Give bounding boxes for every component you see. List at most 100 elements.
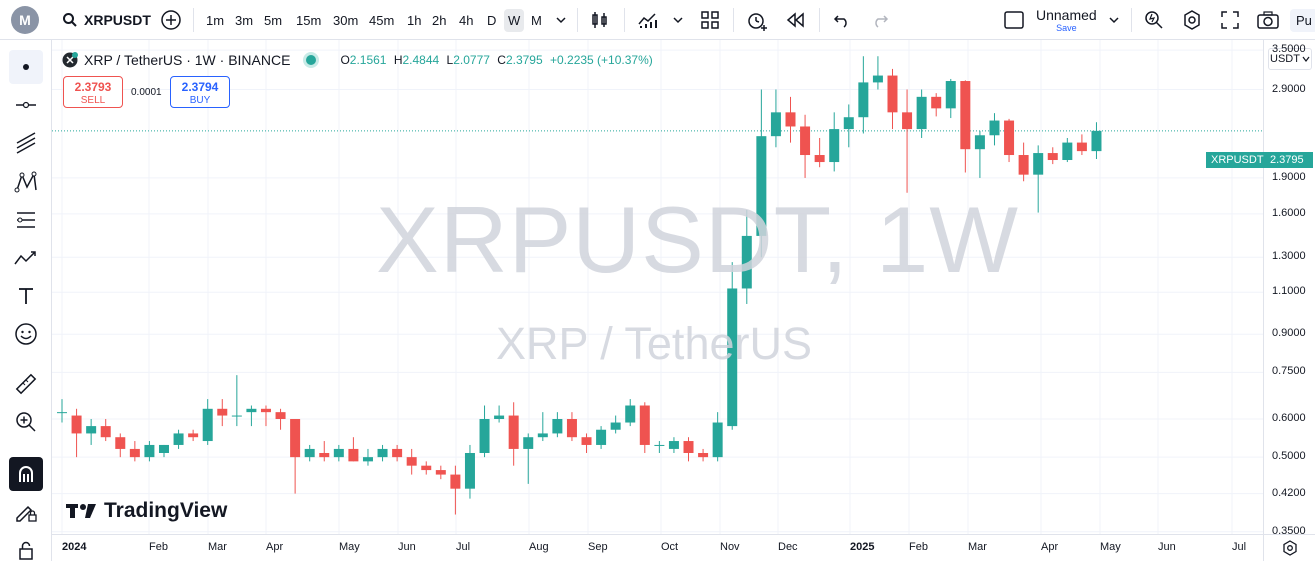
chevron-down-icon	[1109, 17, 1119, 24]
candle	[1018, 142, 1029, 182]
interval-4h[interactable]: 4h	[459, 12, 474, 28]
candle	[916, 89, 927, 138]
candle	[377, 444, 388, 462]
candle-body	[260, 408, 271, 413]
indicators-icon	[638, 13, 657, 28]
candle	[523, 433, 534, 484]
redo-button[interactable]	[871, 0, 889, 40]
sell-price: 2.3793	[74, 80, 112, 94]
fib-tool[interactable]	[9, 203, 43, 237]
currency-selector[interactable]: USDT	[1268, 48, 1312, 70]
candle-body	[887, 75, 898, 113]
candle-body	[610, 422, 621, 430]
candle-body	[581, 437, 592, 445]
snapshot-button[interactable]	[1257, 0, 1279, 40]
candle	[843, 104, 854, 148]
trend-line-tool[interactable]	[9, 88, 43, 122]
text-tool[interactable]	[9, 279, 43, 313]
layout-name-button[interactable]: Unnamed Save	[1036, 0, 1097, 40]
symbol-logo[interactable]	[62, 52, 78, 68]
publish-button[interactable]: Pu	[1290, 0, 1315, 40]
candle	[158, 444, 169, 458]
scale-settings-button[interactable]	[1263, 534, 1315, 561]
settings-button[interactable]	[1182, 0, 1202, 40]
cursor-tool[interactable]	[9, 50, 43, 84]
magnet-icon	[19, 466, 33, 482]
chart-pane[interactable]	[52, 40, 1263, 534]
candle	[304, 444, 315, 462]
price-tick-label: 0.9000	[1272, 327, 1306, 340]
last-price-label: 2.3795	[1265, 152, 1313, 168]
fullscreen-button[interactable]	[1221, 0, 1239, 40]
candle	[741, 209, 752, 304]
candle	[421, 461, 432, 475]
candle	[435, 465, 446, 480]
interval-w[interactable]: W	[504, 0, 525, 40]
save-status: Save	[1056, 23, 1077, 33]
candle	[945, 78, 956, 119]
price-scale[interactable]: USDT 3.5000 2.9000 1.9000 1.6000 1.3000 1.100…	[1263, 40, 1315, 537]
indicators-button[interactable]	[637, 0, 659, 40]
candle-body	[86, 426, 97, 434]
undo-button[interactable]	[833, 0, 851, 40]
quick-search-button[interactable]	[1144, 0, 1164, 40]
time-tick-label: Nov	[720, 541, 740, 553]
candle-body	[1076, 142, 1087, 152]
interval-m[interactable]: M	[531, 12, 542, 28]
pencil-lock-icon	[16, 505, 37, 522]
interval-d[interactable]: D	[487, 12, 497, 28]
candle-body	[596, 429, 607, 445]
emoji-tool[interactable]	[9, 317, 43, 351]
interval-dropdown[interactable]	[555, 0, 567, 40]
interval-3m[interactable]: 3m	[235, 12, 254, 28]
interval-1m[interactable]: 1m	[206, 12, 225, 28]
interval-5m[interactable]: 5m	[264, 12, 283, 28]
candle	[654, 441, 665, 453]
pattern-tool[interactable]	[9, 165, 43, 199]
tradingview-logo[interactable]: TradingView	[66, 499, 227, 523]
projection-tool[interactable]	[9, 241, 43, 275]
alert-button[interactable]	[746, 0, 768, 40]
forecast-icon	[14, 251, 36, 265]
time-scale[interactable]: 2024 Feb Mar Apr May Jun Jul Aug Sep Oct Nov Dec 202…	[52, 534, 1263, 561]
interval-45m[interactable]: 45m	[369, 12, 395, 28]
price-tick-label: 0.3500	[1272, 524, 1306, 537]
candle	[246, 405, 257, 427]
candle-body	[231, 415, 242, 417]
indicators-dropdown[interactable]	[672, 0, 684, 40]
interval-1h[interactable]: 1h	[407, 12, 422, 28]
interval-15m[interactable]: 15m	[296, 12, 322, 28]
drawing-mode-tool[interactable]	[9, 495, 43, 529]
layout-toggle[interactable]	[1004, 0, 1024, 40]
symbol-search-button[interactable]: XRPUSDT	[62, 0, 151, 40]
layout-dropdown[interactable]	[1108, 0, 1120, 40]
channel-tool[interactable]	[9, 127, 43, 161]
chevron-down-icon	[673, 17, 683, 24]
candle-body	[902, 112, 913, 130]
magnet-tool[interactable]	[9, 457, 43, 491]
market-status-dot[interactable]	[306, 55, 317, 65]
candle-body	[523, 437, 534, 449]
zoom-tool[interactable]	[9, 405, 43, 439]
sell-button[interactable]: 2.3793 SELL	[63, 76, 123, 108]
candle	[698, 448, 709, 462]
interval-2h[interactable]: 2h	[432, 12, 447, 28]
buy-label: BUY	[189, 95, 211, 106]
lock-tool[interactable]	[9, 533, 43, 567]
candle-body	[712, 422, 723, 458]
buy-button[interactable]: 2.3794 BUY	[170, 76, 230, 108]
candle-body	[392, 448, 403, 458]
replay-button[interactable]	[786, 0, 806, 40]
lock-icon	[19, 541, 33, 560]
measure-tool[interactable]	[9, 367, 43, 401]
candle-body	[115, 437, 126, 449]
candle	[100, 419, 111, 442]
layout-button[interactable]	[700, 0, 720, 40]
compare-button[interactable]	[160, 0, 182, 40]
chart-type-button[interactable]	[590, 0, 610, 40]
candle-body	[683, 441, 694, 453]
user-avatar[interactable]: M	[11, 6, 39, 34]
candle-body	[1062, 142, 1073, 161]
legend-title[interactable]: XRP / TetherUS · 1W · BINANCE	[84, 52, 291, 68]
interval-30m[interactable]: 30m	[333, 12, 359, 28]
